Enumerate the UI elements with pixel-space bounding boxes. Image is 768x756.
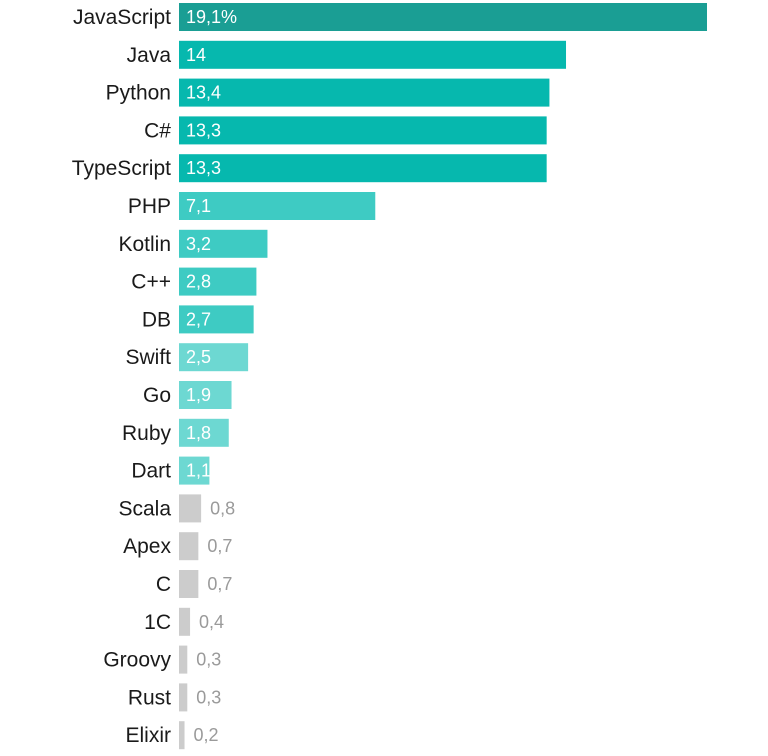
category-label-scala: Scala [118, 497, 171, 520]
value-label-db: 2,7 [186, 309, 211, 329]
category-label-groovy: Groovy [103, 649, 171, 672]
bar-group-go: Go 1,9 [143, 381, 232, 409]
category-label-ruby: Ruby [122, 422, 172, 445]
bar-group-kotlin: Kotlin 3,2 [118, 229, 268, 258]
value-label-swift: 2,5 [186, 347, 211, 367]
bar-group-javascript: JavaScript 19,1% [73, 3, 707, 31]
category-label-python: Python [106, 82, 171, 105]
bar-group-dart: Dart 1,1 [131, 456, 211, 485]
category-label-elixir: Elixir [126, 724, 172, 747]
bar-group-db: DB 2,7 [142, 305, 254, 334]
category-label-php: PHP [128, 195, 171, 218]
bar-group-rust: Rust 0,3 [128, 683, 221, 712]
category-label-csharp: C# [144, 119, 171, 142]
category-label-rust: Rust [128, 686, 171, 709]
value-label-javascript: 19,1% [186, 7, 237, 27]
bar-group-csharp: C# 13,3 [144, 116, 547, 145]
bar-db [179, 305, 254, 334]
bar-1c [179, 607, 191, 636]
bar-scala [179, 494, 202, 523]
value-label-go: 1,9 [186, 385, 211, 405]
bar-apex [179, 532, 199, 561]
value-label-rust: 0,3 [196, 687, 221, 707]
bar-group-apex: Apex 0,7 [123, 532, 232, 561]
bar-group-cplusplus: C++ 2,8 [131, 267, 257, 296]
value-label-cplusplus: 2,8 [186, 272, 211, 292]
value-label-php: 7,1 [186, 196, 211, 216]
bar-elixir [179, 721, 185, 750]
bar-group-groovy: Groovy 0,3 [103, 645, 221, 674]
value-label-typescript: 13,3 [186, 158, 221, 178]
value-label-apex: 0,7 [207, 536, 232, 556]
bar-ruby [179, 418, 229, 447]
bar-php [179, 192, 376, 220]
bar-cplusplus [179, 267, 257, 296]
bar-dart [179, 456, 210, 485]
bar-group-scala: Scala 0,8 [118, 494, 235, 523]
category-label-kotlin: Kotlin [118, 233, 171, 256]
bar-go [179, 381, 232, 409]
category-label-swift: Swift [125, 346, 171, 369]
category-label-db: DB [142, 308, 171, 331]
bar-group-java: Java 14 [127, 40, 567, 69]
value-label-csharp: 13,3 [186, 120, 221, 140]
bar-c [179, 570, 199, 598]
category-label-javascript: JavaScript [73, 6, 171, 29]
value-label-ruby: 1,8 [186, 423, 211, 443]
value-label-kotlin: 3,2 [186, 234, 211, 254]
value-label-c: 0,7 [207, 574, 232, 594]
bar-group-swift: Swift 2,5 [125, 343, 249, 372]
category-label-dart: Dart [131, 460, 171, 483]
bar-group-elixir: Elixir 0,2 [126, 721, 219, 750]
category-label-typescript: TypeScript [72, 157, 171, 180]
category-label-1c: 1C [144, 611, 171, 634]
value-label-elixir: 0,2 [194, 725, 219, 745]
category-label-c: C [156, 573, 171, 596]
value-label-java: 14 [186, 45, 206, 65]
bar-rust [179, 683, 188, 712]
bar-group-ruby: Ruby 1,8 [122, 418, 229, 447]
bar-javascript [179, 3, 707, 31]
category-label-cplusplus: C++ [131, 271, 171, 294]
value-label-groovy: 0,3 [196, 650, 221, 670]
bar-group-typescript: TypeScript 13,3 [72, 154, 547, 183]
bar-typescript [179, 154, 547, 183]
bar-swift [179, 343, 249, 372]
category-label-go: Go [143, 384, 171, 407]
value-label-dart: 1,1 [186, 461, 211, 481]
category-label-apex: Apex [123, 535, 171, 558]
bar-kotlin [179, 229, 268, 258]
value-label-python: 13,4 [186, 83, 221, 103]
bar-groovy [179, 645, 188, 674]
bar-group-python: Python 13,4 [106, 78, 550, 107]
bar-group-php: PHP 7,1 [128, 192, 376, 220]
bar-python [179, 78, 550, 107]
bar-group-1c: 1C 0,4 [144, 607, 224, 636]
bar-java [179, 40, 567, 69]
value-label-scala: 0,8 [210, 498, 235, 518]
bar-group-c: C 0,7 [156, 570, 232, 598]
value-label-1c: 0,4 [199, 612, 224, 632]
category-label-java: Java [127, 44, 172, 67]
bar-csharp [179, 116, 547, 145]
